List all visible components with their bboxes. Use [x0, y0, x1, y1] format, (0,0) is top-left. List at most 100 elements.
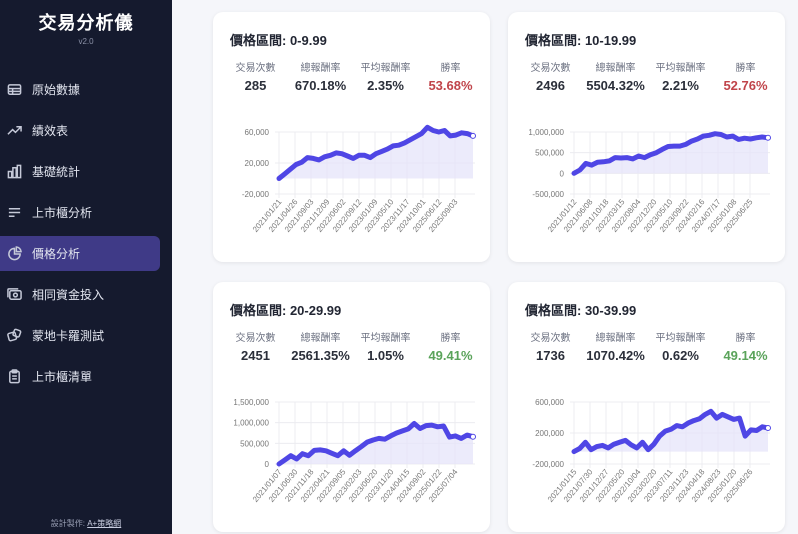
stat-label: 平均報酬率 — [655, 333, 706, 344]
stat-label: 總報酬率 — [595, 63, 636, 74]
stats-row: 交易次數 2496 總報酬率 5504.32% 平均報酬率 2.21% 勝率 52.76… — [518, 62, 778, 93]
svg-text:1,000,000: 1,000,000 — [233, 419, 269, 428]
stat-label: 交易次數 — [530, 333, 571, 344]
card-title: 價格區間: 10-19.99 — [525, 33, 637, 48]
price-range-card: 價格區間: 0-9.99 交易次數 285 總報酬率 670.18% 平均報酬率 2.… — [213, 12, 490, 262]
footer-prefix: 設計製作: — [50, 519, 88, 528]
stat-value: 5504.32% — [586, 78, 645, 93]
sidebar-item-equal-capital[interactable]: 相同資金投入 — [0, 277, 160, 312]
stat-value: 53.68% — [428, 78, 473, 93]
svg-text:1,000,000: 1,000,000 — [528, 128, 564, 137]
svg-text:1,500,000: 1,500,000 — [233, 398, 269, 407]
sidebar-item-price-analysis[interactable]: 價格分析 — [0, 236, 160, 271]
stat-label: 交易次數 — [235, 333, 276, 344]
clipboard-icon — [6, 369, 22, 385]
sidebar-item-label: 上市櫃分析 — [32, 206, 93, 220]
svg-text:20,000: 20,000 — [245, 159, 270, 168]
stat-value: 2451 — [241, 348, 270, 363]
stat-trades: 交易次數 2451 — [223, 332, 288, 363]
stat-value: 52.76% — [723, 78, 768, 93]
stat-label: 總報酬率 — [595, 333, 636, 344]
stat-label: 交易次數 — [235, 63, 276, 74]
stat-label: 平均報酬率 — [360, 333, 411, 344]
sidebar-item-label: 相同資金投入 — [32, 288, 105, 302]
sidebar-item-performance[interactable]: 績效表 — [0, 113, 160, 148]
stat-label: 勝率 — [440, 333, 461, 344]
footer-credit: 設計製作: A+策略網 — [0, 518, 172, 529]
svg-text:200,000: 200,000 — [535, 429, 564, 438]
stat-value: 1.05% — [367, 348, 404, 363]
dice-icon — [6, 328, 22, 344]
stat-trades: 交易次數 285 — [223, 62, 288, 93]
equity-chart[interactable]: 1,000,000 500,000 0 -500,000 2021/01/12 2021/… — [508, 124, 785, 259]
equity-chart[interactable]: 1,500,000 1,000,000 500,000 0 2021/01/07 2021… — [213, 394, 490, 529]
stat-total-return: 總報酬率 5504.32% — [583, 62, 648, 93]
stat-value: 670.18% — [294, 78, 347, 93]
price-range-card: 價格區間: 10-19.99 交易次數 2496 總報酬率 5504.32% 平均報… — [508, 12, 785, 262]
stats-row: 交易次數 1736 總報酬率 1070.42% 平均報酬率 0.62% 勝率 49.14… — [518, 332, 778, 363]
price-range-card: 價格區間: 20-29.99 交易次數 2451 總報酬率 2561.35% 平均報… — [213, 282, 490, 532]
table-icon — [6, 82, 22, 98]
brand: 交易分析儀 v2.0 — [0, 0, 172, 46]
trending-up-icon — [6, 123, 22, 139]
stat-win-rate: 勝率 49.41% — [418, 332, 483, 363]
sidebar-item-label: 上市櫃清單 — [32, 370, 93, 384]
sidebar-item-label: 績效表 — [32, 124, 69, 138]
stat-trades: 交易次數 1736 — [518, 332, 583, 363]
sidebar-item-label: 原始數據 — [32, 83, 81, 97]
pie-chart-icon — [6, 246, 22, 262]
svg-text:0: 0 — [560, 169, 565, 178]
stat-total-return: 總報酬率 670.18% — [288, 62, 353, 93]
equity-chart[interactable]: 600,000 200,000 -200,000 2021/01/15 2021/07/… — [508, 394, 785, 529]
stat-value: 49.41% — [428, 348, 473, 363]
sidebar-item-raw-data[interactable]: 原始數據 — [0, 72, 160, 107]
stat-trades: 交易次數 2496 — [518, 62, 583, 93]
sidebar-item-label: 蒙地卡羅測試 — [32, 329, 105, 343]
card-title: 價格區間: 20-29.99 — [230, 303, 342, 318]
stat-total-return: 總報酬率 2561.35% — [288, 332, 353, 363]
stat-avg-return: 平均報酬率 2.35% — [353, 62, 418, 93]
stat-win-rate: 勝率 49.14% — [713, 332, 778, 363]
stat-label: 勝率 — [735, 63, 756, 74]
menu-lines-icon — [6, 205, 22, 221]
card-title: 價格區間: 0-9.99 — [230, 33, 327, 48]
sidebar-item-label: 基礎統計 — [32, 165, 81, 179]
stat-label: 交易次數 — [530, 63, 571, 74]
svg-text:-500,000: -500,000 — [532, 190, 564, 199]
sidebar-nav: 原始數據 績效表 基礎統計 上市櫃分析 價格分析 相同資金投入 蒙地卡羅測試 — [0, 72, 172, 400]
svg-text:-20,000: -20,000 — [242, 190, 270, 199]
stat-label: 總報酬率 — [300, 333, 341, 344]
stat-value: 2561.35% — [291, 348, 350, 363]
stats-row: 交易次數 2451 總報酬率 2561.35% 平均報酬率 1.05% 勝率 49.41… — [223, 332, 483, 363]
stat-avg-return: 平均報酬率 1.05% — [353, 332, 418, 363]
stat-value: 1736 — [536, 348, 565, 363]
stat-win-rate: 勝率 53.68% — [418, 62, 483, 93]
stat-avg-return: 平均報酬率 2.21% — [648, 62, 713, 93]
stat-label: 平均報酬率 — [360, 63, 411, 74]
card-title: 價格區間: 30-39.99 — [525, 303, 637, 318]
svg-text:500,000: 500,000 — [535, 149, 564, 158]
sidebar-item-basic-stats[interactable]: 基礎統計 — [0, 154, 160, 189]
sidebar-item-monte-carlo[interactable]: 蒙地卡羅測試 — [0, 318, 160, 353]
footer-link[interactable]: A+策略網 — [87, 519, 122, 528]
stat-value: 2.35% — [367, 78, 404, 93]
price-range-card: 價格區間: 30-39.99 交易次數 1736 總報酬率 1070.42% 平均報… — [508, 282, 785, 532]
stat-label: 勝率 — [440, 63, 461, 74]
stat-value: 285 — [244, 78, 267, 93]
stat-label: 平均報酬率 — [655, 63, 706, 74]
stat-value: 49.14% — [723, 348, 768, 363]
main-content: 價格區間: 0-9.99 交易次數 285 總報酬率 670.18% 平均報酬率 2.… — [172, 0, 798, 534]
stat-value: 2496 — [536, 78, 565, 93]
stat-total-return: 總報酬率 1070.42% — [583, 332, 648, 363]
svg-text:0: 0 — [265, 460, 270, 469]
stat-avg-return: 平均報酬率 0.62% — [648, 332, 713, 363]
svg-text:600,000: 600,000 — [535, 398, 564, 407]
sidebar-item-label: 價格分析 — [32, 247, 81, 261]
sidebar-item-listed-list[interactable]: 上市櫃清單 — [0, 359, 160, 394]
sidebar-item-listed-analysis[interactable]: 上市櫃分析 — [0, 195, 160, 230]
svg-text:60,000: 60,000 — [245, 128, 270, 137]
equity-chart[interactable]: 60,000 20,000 -20,000 2021/01/21 2021/04/26 2… — [213, 124, 490, 259]
sidebar: 交易分析儀 v2.0 原始數據 績效表 基礎統計 上市櫃分析 價格分析 相同資金… — [0, 0, 172, 534]
stat-value: 2.21% — [662, 78, 699, 93]
bar-chart-icon — [6, 164, 22, 180]
